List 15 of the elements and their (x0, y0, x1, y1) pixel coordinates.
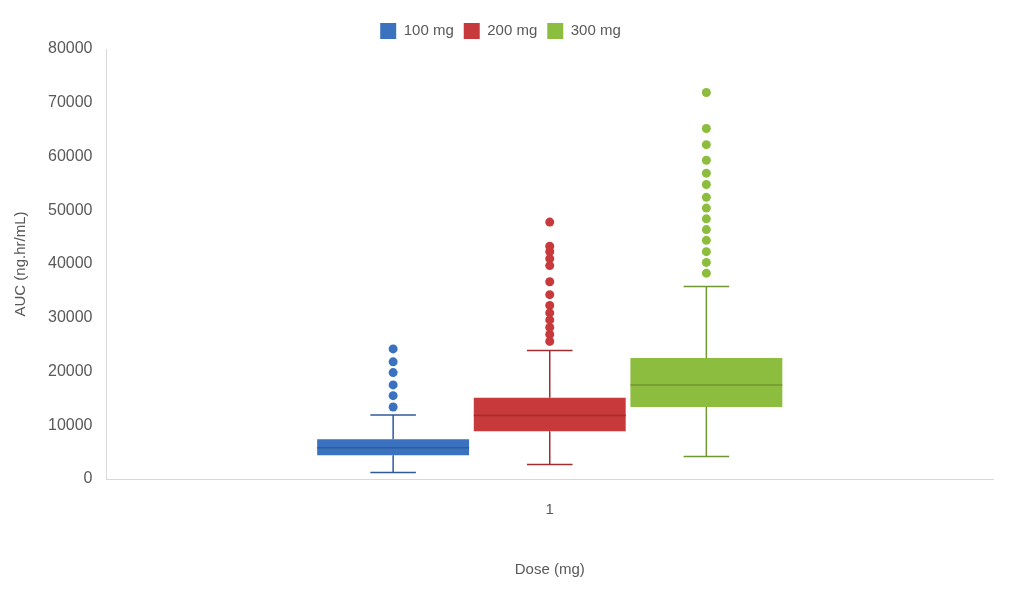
legend-label: 300 mg (570, 21, 621, 39)
y-tick-label: 40000 (47, 254, 93, 272)
x-tick-label: 1 (545, 500, 554, 518)
x-axis-title: Dose (mg) (514, 560, 585, 578)
y-tick-label: 60000 (47, 146, 93, 164)
y-tick-label: 30000 (47, 308, 93, 326)
y-tick-label: 0 (83, 469, 93, 487)
y-tick-label: 70000 (47, 93, 93, 111)
y-tick-label: 10000 (47, 415, 93, 433)
y-tick-label: 20000 (47, 361, 93, 379)
y-tick-label: 50000 (47, 200, 93, 218)
y-tick-label: 80000 (47, 39, 93, 57)
legend-label: 200 mg (487, 21, 538, 39)
y-axis-title: AUC (ng.hr/mL) (11, 211, 29, 317)
legend-label: 100 mg (403, 21, 454, 39)
